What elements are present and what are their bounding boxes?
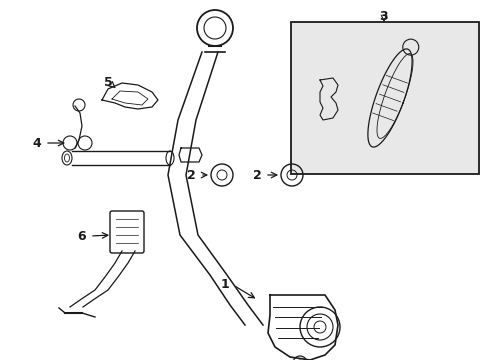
Text: 2: 2 (253, 168, 262, 181)
Text: 4: 4 (32, 136, 41, 149)
FancyBboxPatch shape (110, 211, 143, 253)
Text: 6: 6 (77, 230, 86, 243)
Text: 5: 5 (103, 76, 112, 89)
Text: 2: 2 (187, 168, 196, 181)
Text: 3: 3 (379, 9, 387, 23)
Bar (290, 22, 478, 174)
Text: 1: 1 (220, 279, 228, 292)
